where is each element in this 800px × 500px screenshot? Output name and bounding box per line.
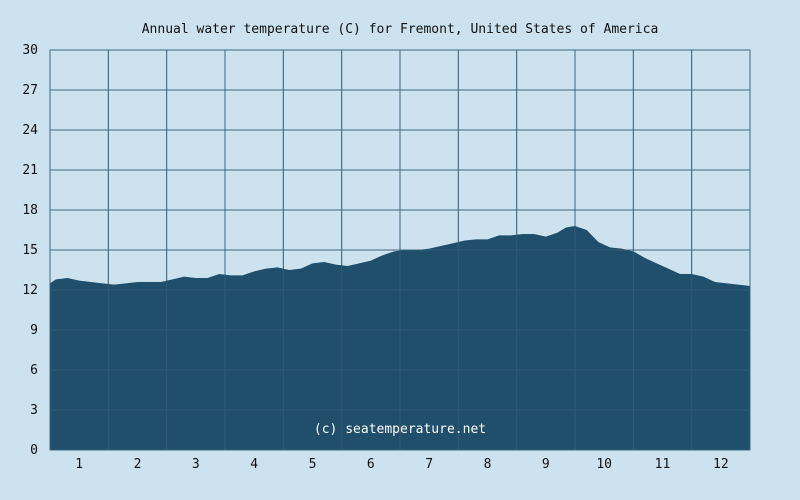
plot-border [49,49,751,451]
y-tick-label: 6 [30,363,38,378]
watermark-text: (c) seatemperature.net [314,422,486,437]
y-tick-label: 30 [22,43,38,58]
y-tick-label: 27 [22,83,38,98]
x-tick-label: 6 [367,457,375,472]
x-tick-label: 7 [425,457,433,472]
y-tick-label: 0 [30,443,38,458]
grid-lines-overlay [50,49,750,451]
y-tick-label: 3 [30,403,38,418]
x-tick-label: 1 [75,457,83,472]
x-tick-label: 8 [484,457,492,472]
x-axis-ticks: 1 2 3 4 5 6 7 8 9 10 11 12 [75,457,728,472]
x-tick-label: 4 [250,457,258,472]
y-tick-label: 12 [22,283,38,298]
x-tick-label: 2 [134,457,142,472]
x-tick-label: 11 [655,457,671,472]
y-axis-ticks: 0 3 6 9 12 15 18 21 24 27 30 [22,43,38,458]
chart-title: Annual water temperature (C) for Fremont… [142,22,659,37]
y-tick-label: 24 [22,123,38,138]
x-tick-label: 3 [192,457,200,472]
y-tick-label: 15 [22,243,38,258]
x-tick-label: 12 [713,457,729,472]
x-tick-label: 9 [542,457,550,472]
x-tick-label: 5 [309,457,317,472]
x-tick-label: 10 [596,457,612,472]
y-tick-label: 9 [30,323,38,338]
y-tick-label: 18 [22,203,38,218]
y-tick-label: 21 [22,163,38,178]
